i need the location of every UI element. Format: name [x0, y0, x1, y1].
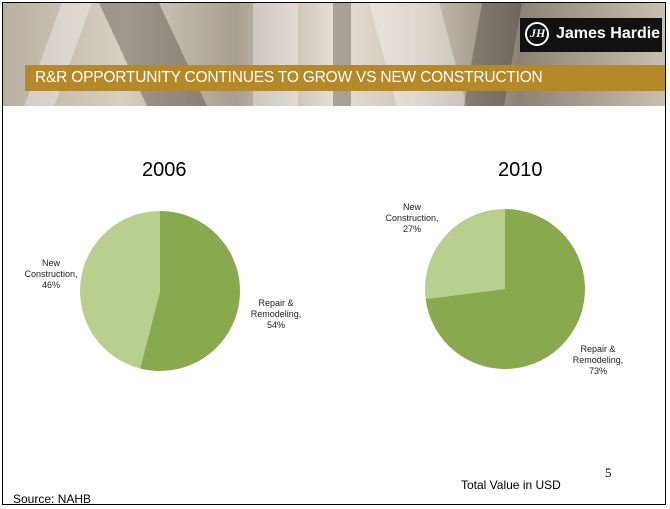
company-logo: JH James Hardie	[520, 18, 662, 52]
total-value-note: Total Value in USD	[461, 478, 561, 492]
logo-text: James Hardie	[556, 25, 661, 42]
label-2010-new-construction: New Construction, 27%	[385, 202, 439, 234]
label-2010-new-construction-value: 27%	[402, 224, 421, 234]
pie-chart-2006	[79, 211, 240, 371]
label-2006-repair: Repair & Remodeling, 54%	[250, 298, 302, 330]
label-2010-repair: Repair & Remodeling, 73%	[572, 344, 624, 376]
page-title: R&R OPPORTUNITY CONTINUES TO GROW VS NEW…	[35, 69, 543, 86]
logo-mark-icon: JH	[525, 22, 549, 46]
new-construction-slice	[79, 211, 160, 369]
title-bar: R&R OPPORTUNITY CONTINUES TO GROW VS NEW…	[25, 65, 665, 91]
pie-chart-2010	[425, 209, 586, 370]
label-2006-new-construction-value: 46%	[41, 280, 60, 290]
repair-remodeling-slice	[140, 211, 240, 371]
header-banner: JH James Hardie R&R OPPORTUNITY CONTINUE…	[3, 3, 665, 106]
label-2010-repair-value: 73%	[588, 366, 607, 376]
label-2006-repair-value: 54%	[266, 320, 285, 330]
source-note: Source: NAHB	[13, 492, 92, 506]
page-number: 5	[605, 465, 612, 480]
chart-2006-title: 2006	[142, 159, 187, 181]
label-2006-new-construction: New Construction, 46%	[24, 258, 78, 290]
new-construction-slice	[425, 209, 505, 300]
repair-remodeling-slice	[425, 209, 586, 370]
chart-2010-title: 2010	[498, 159, 543, 181]
pie-charts	[79, 209, 586, 371]
